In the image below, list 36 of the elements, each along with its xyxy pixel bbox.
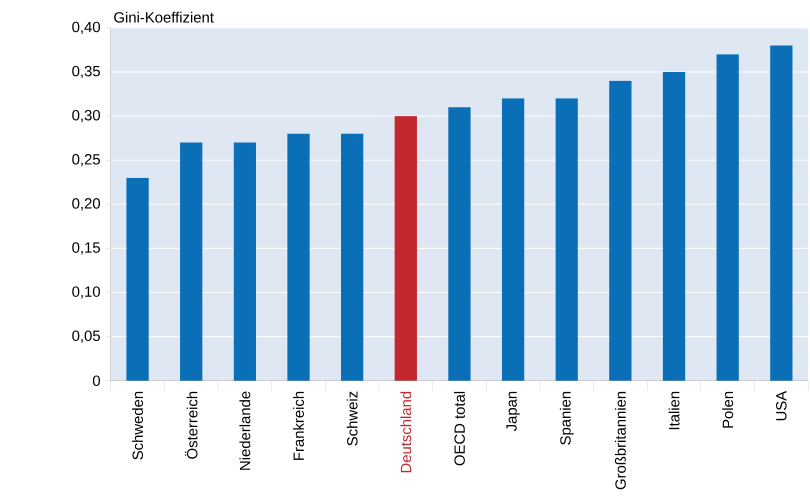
bar	[341, 134, 364, 381]
bar	[180, 142, 202, 381]
y-tick-label: 0,15	[72, 242, 100, 254]
y-axis-title: Gini-Koeffizient	[114, 12, 214, 23]
x-tick-label: Spanien	[560, 392, 574, 445]
y-tick-label: 0	[92, 375, 100, 386]
x-tick-label: USA	[776, 390, 787, 420]
bar	[394, 116, 417, 381]
x-tick-label: Schweiz	[346, 392, 358, 446]
y-tick-label: 0,35	[72, 66, 100, 78]
x-tick-label: Großbritannien	[614, 392, 626, 490]
x-tick-label: Deutschland	[400, 392, 412, 472]
x-tick-label: Polen	[722, 392, 734, 428]
y-tick-label: 0,10	[72, 286, 100, 299]
bar	[556, 98, 578, 381]
x-tick-label: Österreich	[184, 392, 198, 459]
x-tick-label: Italien	[668, 392, 680, 430]
x-tick-label: Niederlande	[239, 391, 250, 470]
bar	[448, 107, 471, 381]
y-tick-label: 0,40	[72, 22, 100, 34]
bar	[126, 178, 149, 381]
y-tick-label: 0,05	[72, 330, 100, 343]
x-tick-label: Schweden	[132, 392, 144, 460]
bar	[234, 142, 256, 381]
y-tick-label: 0,20	[72, 198, 100, 210]
bar	[716, 54, 739, 381]
bar	[662, 72, 686, 381]
y-tick-label: 0,25	[72, 154, 100, 166]
y-tick-label: 0,30	[72, 110, 100, 122]
bar	[287, 134, 310, 381]
x-tick-label: Frankreich	[293, 392, 304, 460]
bar	[770, 45, 792, 381]
bar	[502, 98, 524, 381]
bar	[609, 80, 632, 381]
x-tick-label: Japan	[506, 392, 520, 432]
x-tick-label: OECD total	[454, 392, 465, 466]
